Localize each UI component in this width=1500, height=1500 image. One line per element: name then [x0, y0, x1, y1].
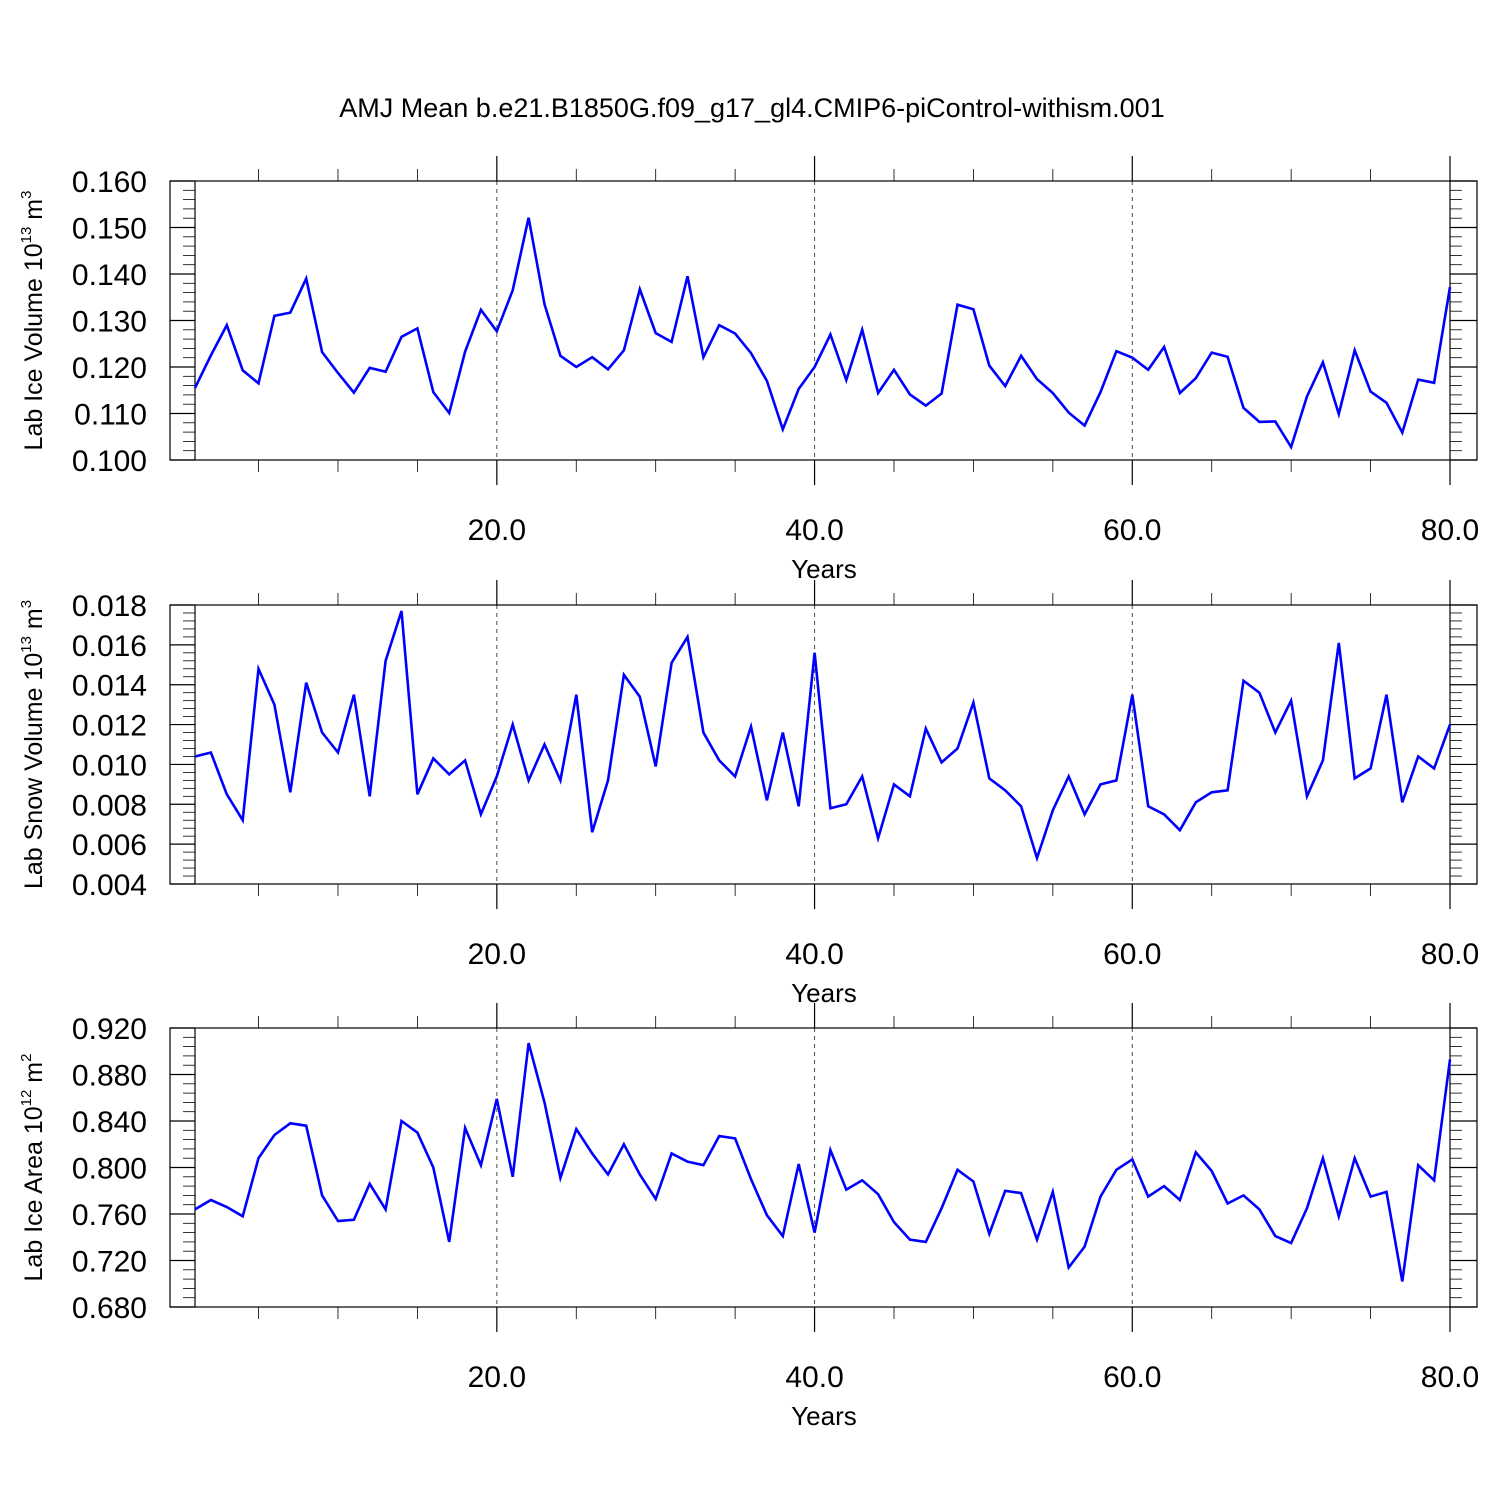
x-tick-label: 20.0: [468, 1361, 526, 1394]
y-tick-label: 0.008: [72, 789, 147, 822]
plot-frame: [169, 180, 1478, 461]
y-tick-label: 0.014: [72, 670, 147, 703]
x-tick-label: 80.0: [1421, 1361, 1479, 1394]
y-tick-label: 0.140: [72, 259, 147, 292]
y-tick-label: 0.120: [72, 352, 147, 385]
y-tick-label: 0.004: [72, 869, 147, 902]
x-tick-label: 40.0: [785, 514, 843, 547]
y-tick-label: 0.840: [72, 1106, 147, 1139]
y-tick-label: 0.130: [72, 306, 147, 339]
y-tick-label: 0.100: [72, 445, 147, 478]
x-tick-label: 80.0: [1421, 514, 1479, 547]
panel-1: 0.100 0.110 0.120 0.130 0.140 0.150 0.160 20.0 4…: [18, 156, 1479, 584]
y-axis-label: Lab Ice Volume 1013 m3: [18, 191, 48, 451]
y-tick-label: 0.012: [72, 710, 147, 743]
y-tick-label: 0.920: [72, 1013, 147, 1046]
y-axis-label: Lab Ice Area 1012 m2: [18, 1054, 48, 1282]
y-tick-label: 0.150: [72, 213, 147, 246]
y-tick-label: 0.680: [72, 1292, 147, 1325]
series-line-1: [193, 217, 1452, 451]
plot-frame: [169, 1027, 1478, 1308]
x-tick-label: 60.0: [1103, 938, 1161, 971]
panel-3: 0.680 0.720 0.760 0.800 0.840 0.880 0.920 20.0 4…: [18, 1003, 1479, 1431]
x-axis-label: Years: [791, 978, 857, 1008]
y-tick-label: 0.110: [74, 399, 147, 432]
y-axis-label: Lab Snow Volume 1013 m3: [18, 600, 48, 889]
y-tick-label: 0.800: [72, 1153, 147, 1186]
x-tick-label: 20.0: [468, 938, 526, 971]
x-tick-label: 40.0: [785, 938, 843, 971]
y-tick-label: 0.010: [72, 749, 147, 782]
panel-2: 0.004 0.006 0.008 0.010 0.012 0.014 0.016 0.018…: [18, 580, 1479, 1008]
x-tick-label: 40.0: [785, 1361, 843, 1394]
plot-frame: [169, 604, 1478, 885]
y-tick-label: 0.880: [72, 1060, 147, 1093]
x-tick-label: 60.0: [1103, 514, 1161, 547]
series-line-3: [194, 1042, 1452, 1282]
x-axis-label: Years: [791, 554, 857, 584]
y-tick-label: 0.016: [72, 630, 147, 663]
y-tick-label: 0.720: [72, 1246, 147, 1279]
x-axis-label: Years: [791, 1401, 857, 1431]
x-tick-label: 80.0: [1421, 938, 1479, 971]
y-tick-label: 0.160: [72, 166, 147, 199]
y-tick-label: 0.018: [72, 590, 147, 623]
y-tick-label: 0.760: [72, 1199, 147, 1232]
x-tick-label: 20.0: [468, 514, 526, 547]
chart-title: AMJ Mean b.e21.B1850G.f09_g17_gl4.CMIP6-…: [339, 93, 1164, 123]
y-tick-label: 0.006: [72, 829, 147, 862]
series-line-2: [194, 610, 1452, 863]
x-tick-label: 60.0: [1103, 1361, 1161, 1394]
